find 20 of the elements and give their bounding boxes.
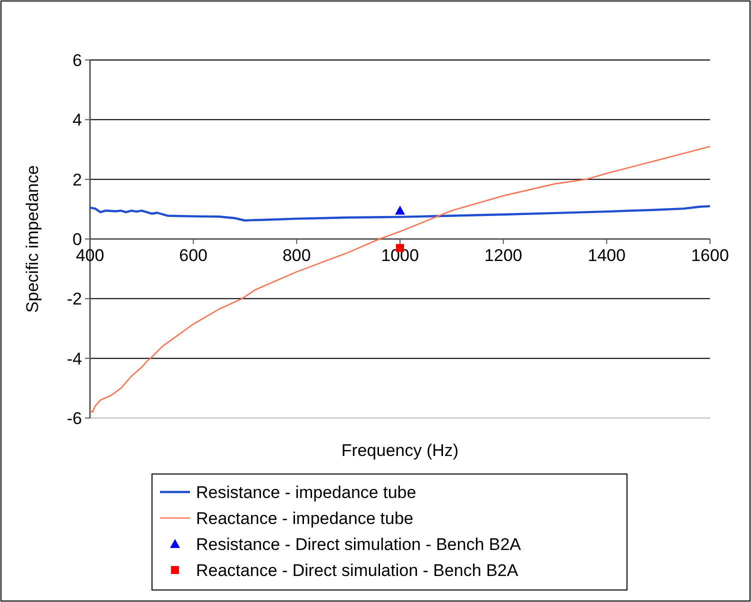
y-tick-label: -6 xyxy=(66,408,82,428)
y-tick-label: 0 xyxy=(72,230,82,249)
y-axis-title: Specific impedance xyxy=(23,165,42,313)
legend-label: Resistance - impedance tube xyxy=(196,482,416,502)
x-tick-label: 1400 xyxy=(588,246,626,265)
line-series xyxy=(88,205,712,222)
x-tick-label: 600 xyxy=(179,246,208,265)
legend-label: Resistance - Direct simulation - Bench B2A xyxy=(196,534,522,554)
y-tick-label: -4 xyxy=(66,349,82,368)
y-tick-label: 6 xyxy=(72,50,82,70)
legend-label: Reactance - Direct simulation - Bench B2A xyxy=(196,560,519,580)
x-tick-label: 800 xyxy=(282,246,311,265)
x-tick-label: 1600 xyxy=(691,246,729,265)
y-tick-label: -2 xyxy=(66,290,82,309)
y-tick-label: 2 xyxy=(72,170,82,190)
x-axis-title: Frequency (Hz) xyxy=(341,441,459,460)
y-tick-label: 4 xyxy=(72,110,82,130)
x-tick-label: 1200 xyxy=(484,246,522,265)
x-tick-label: 1000 xyxy=(381,246,419,265)
legend-label: Reactance - impedance tube xyxy=(196,508,414,528)
